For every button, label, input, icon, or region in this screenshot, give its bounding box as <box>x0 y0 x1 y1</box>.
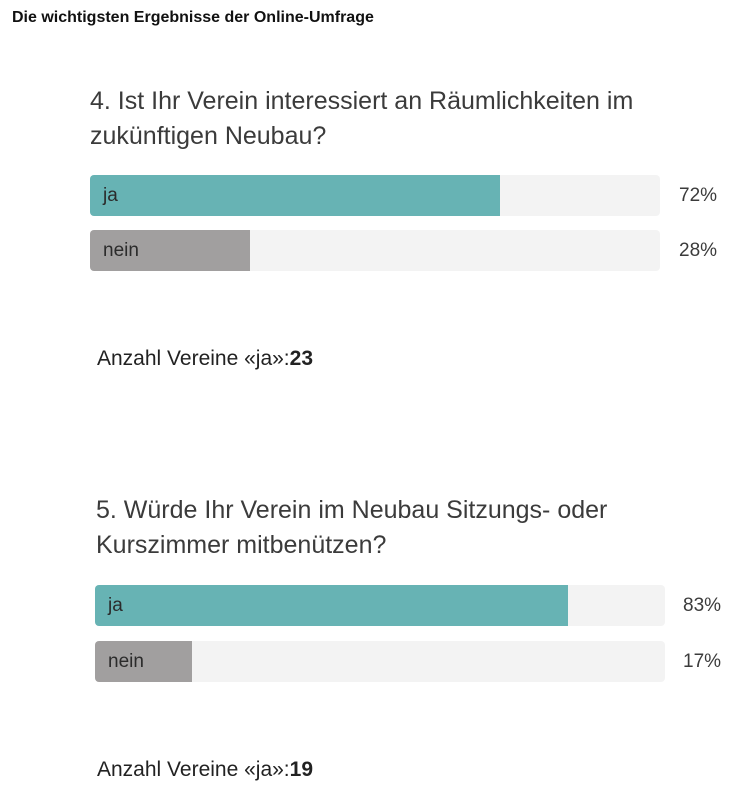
chart2-count-label: Anzahl Vereine «ja»: <box>97 758 290 781</box>
chart2-bar-ja <box>95 585 569 626</box>
chart1-row-ja: ja 72% <box>90 175 730 216</box>
chart1-count-label: Anzahl Vereine «ja»: <box>97 347 290 370</box>
chart2-count: Anzahl Vereine «ja»:19 <box>97 758 313 782</box>
chart2-label-ja: ja <box>108 595 123 616</box>
chart2-label-nein: nein <box>108 651 144 672</box>
chart1-bar-track-ja: ja <box>90 175 660 216</box>
chart1-pct-ja: 72% <box>679 185 718 206</box>
chart1-count: Anzahl Vereine «ja»:23 <box>97 347 313 371</box>
chart1-label-ja: ja <box>103 185 118 206</box>
chart1-row-nein: nein 28% <box>90 230 730 271</box>
chart2-count-value: 19 <box>289 758 313 781</box>
chart1-label-nein: nein <box>103 240 139 261</box>
chart1-pct-nein: 28% <box>679 240 718 261</box>
chart2-pct-ja: 83% <box>683 595 722 616</box>
chart1-count-value: 23 <box>289 347 313 370</box>
chart1-bar-nein <box>90 230 250 271</box>
page-header: Die wichtigsten Ergebnisse der Online-Um… <box>12 9 374 26</box>
chart2-row-nein: nein 17% <box>95 641 735 682</box>
chart2-bar-track-ja: ja <box>95 585 665 626</box>
chart2-pct-nein: 17% <box>683 651 722 672</box>
chart2-row-ja: ja 83% <box>95 585 735 626</box>
chart1-bar-ja <box>90 175 501 216</box>
chart2-bar-nein <box>95 641 192 682</box>
chart1-bar-track-nein: nein <box>90 230 660 271</box>
question-5-title: 5. Würde Ihr Verein im Neubau Sitzungs- … <box>96 496 608 559</box>
question-4-title: 4. Ist Ihr Verein interessiert an Räumli… <box>90 87 634 150</box>
chart2-bar-track-nein: nein <box>95 641 665 682</box>
